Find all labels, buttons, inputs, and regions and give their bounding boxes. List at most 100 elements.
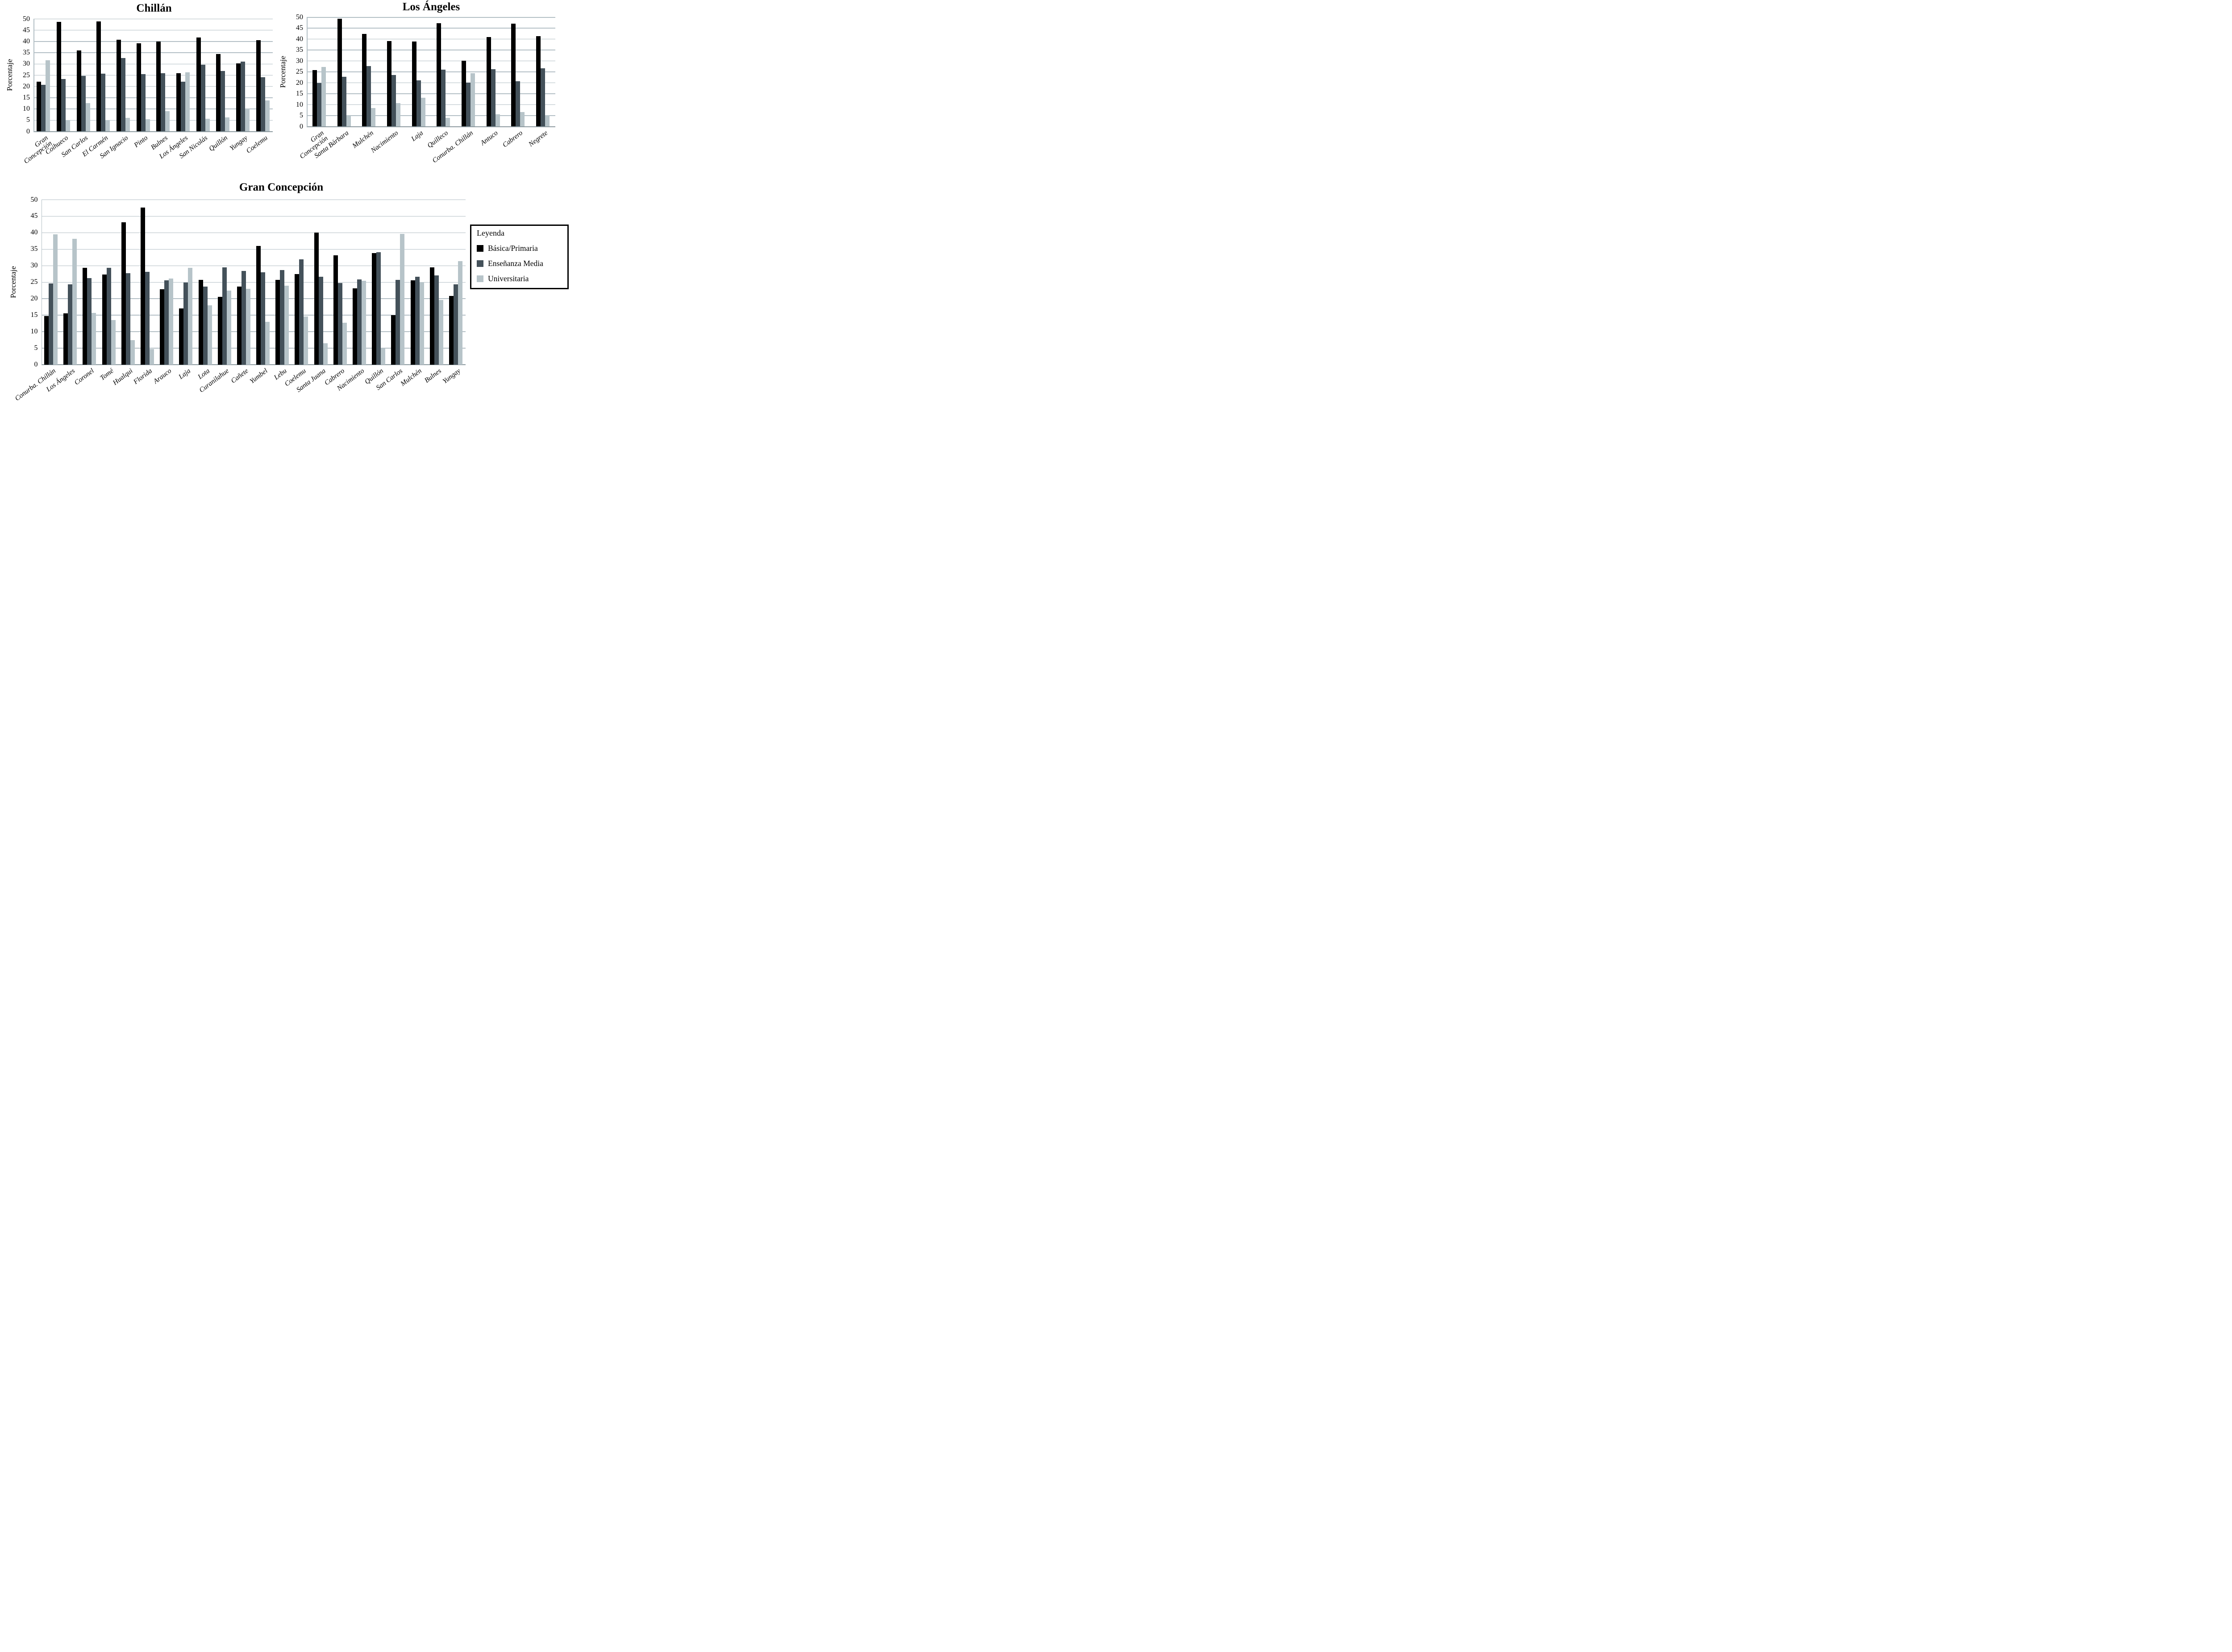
bar-basica-primaria xyxy=(314,232,319,365)
bar-basica-primaria xyxy=(256,246,261,365)
legend-row-basica: Básica/Primaria xyxy=(477,244,567,253)
bar-basica-primaria xyxy=(236,63,241,132)
bar-universitaria xyxy=(304,316,308,365)
legend-swatch-universitaria xyxy=(477,275,483,282)
y-tick-label: 10 xyxy=(23,105,30,113)
bar-basica-primaria xyxy=(57,21,61,132)
bar-basica-primaria xyxy=(256,40,261,132)
bar-basica-primaria xyxy=(83,268,87,365)
bar-basica-primaria xyxy=(372,253,377,365)
bar-ensenanza-media xyxy=(241,271,246,365)
bar-ensenanza-media xyxy=(260,77,265,132)
x-category-label: Bulnes xyxy=(423,367,443,385)
bar-basica-primaria xyxy=(76,50,81,132)
x-category-label: Yungay xyxy=(441,367,462,385)
x-category-label: Negrete xyxy=(527,129,549,148)
y-tick-label: 10 xyxy=(296,100,303,108)
x-category-label: Yumbel xyxy=(248,367,269,385)
legend-swatch-basica-primaria xyxy=(477,245,483,252)
x-category-label: Quillón xyxy=(207,133,229,153)
gridline xyxy=(41,315,466,316)
x-category-label: Gran Concepción xyxy=(298,129,329,160)
legend-row-universitaria: Universitaria xyxy=(477,274,567,283)
bar-ensenanza-media xyxy=(181,82,185,132)
bar-basica-primaria xyxy=(156,41,161,132)
x-category-label: Hualqui xyxy=(111,367,134,387)
gridline xyxy=(307,115,555,116)
legend-label-basica-primaria: Básica/Primaria xyxy=(488,244,538,253)
bar-universitaria xyxy=(85,103,90,132)
x-category-label: Cañete xyxy=(229,367,250,385)
bar-basica-primaria xyxy=(160,289,165,365)
y-tick-label: 40 xyxy=(30,229,38,237)
x-axis-line xyxy=(41,364,466,365)
gridline xyxy=(33,41,273,42)
x-category-label: Lebu xyxy=(272,367,288,382)
legend-label-ensenanza-media: Enseñanza Media xyxy=(488,259,543,268)
bar-universitaria xyxy=(245,108,250,132)
gridline xyxy=(33,75,273,76)
gridline xyxy=(33,86,273,87)
bar-basica-primaria xyxy=(362,34,367,127)
bar-universitaria xyxy=(265,100,270,132)
bar-universitaria xyxy=(495,114,500,127)
bar-universitaria xyxy=(130,340,135,365)
bar-basica-primaria xyxy=(275,280,280,365)
bar-ensenanza-media xyxy=(299,259,304,365)
legend-title: Leyenda xyxy=(477,229,504,237)
bar-basica-primaria xyxy=(237,286,242,365)
bar-ensenanza-media xyxy=(453,284,458,365)
bar-basica-primaria xyxy=(136,43,141,132)
bar-ensenanza-media xyxy=(541,68,546,127)
gridline xyxy=(33,120,273,121)
bar-basica-primaria xyxy=(437,23,441,127)
bar-ensenanza-media xyxy=(357,279,362,365)
bar-universitaria xyxy=(105,120,110,132)
bar-basica-primaria xyxy=(198,280,203,365)
bar-basica-primaria xyxy=(102,275,107,365)
bar-basica-primaria xyxy=(511,24,516,127)
bar-ensenanza-media xyxy=(516,81,521,127)
gridline xyxy=(307,93,555,94)
y-tick-label: 20 xyxy=(30,295,38,303)
bar-ensenanza-media xyxy=(376,252,381,365)
x-category-label: Cabrero xyxy=(501,129,525,149)
bar-ensenanza-media xyxy=(222,267,227,365)
y-tick-label: 5 xyxy=(26,116,30,124)
bar-universitaria xyxy=(165,111,170,132)
x-category-label: Florida xyxy=(132,367,154,386)
gridline xyxy=(307,38,555,40)
bar-ensenanza-media xyxy=(241,62,245,132)
gridline xyxy=(41,348,466,349)
y-tick-label: 45 xyxy=(23,26,30,34)
y-tick-label: 45 xyxy=(30,212,38,220)
figure-canvas: Chillán Los Ángeles Gran Concepción Porc… xyxy=(0,0,569,413)
bar-universitaria xyxy=(111,320,116,365)
bar-ensenanza-media xyxy=(491,69,496,127)
gridline xyxy=(307,17,555,18)
bar-universitaria xyxy=(145,119,150,132)
legend-row-media: Enseñanza Media xyxy=(477,259,567,268)
bar-basica-primaria xyxy=(63,313,68,365)
bar-universitaria xyxy=(207,305,212,365)
y-axis-line xyxy=(307,17,308,127)
legend-swatch-ensenanza-media xyxy=(477,260,483,267)
bar-universitaria xyxy=(323,343,328,365)
bar-ensenanza-media xyxy=(106,268,111,365)
y-tick-label: 30 xyxy=(30,262,38,270)
bar-basica-primaria xyxy=(37,81,42,132)
gridline xyxy=(41,298,466,299)
x-category-label: Pinto xyxy=(133,133,150,149)
bar-basica-primaria xyxy=(176,73,181,132)
bar-ensenanza-media xyxy=(41,85,46,132)
bar-universitaria xyxy=(53,234,58,365)
gridline xyxy=(41,331,466,332)
bar-ensenanza-media xyxy=(391,75,396,127)
gridline xyxy=(33,97,273,98)
x-category-label: Laja xyxy=(410,129,425,143)
bar-universitaria xyxy=(371,108,376,127)
bar-universitaria xyxy=(125,117,130,132)
gridline xyxy=(33,29,273,31)
bar-universitaria xyxy=(188,267,193,365)
bar-universitaria xyxy=(225,117,230,132)
